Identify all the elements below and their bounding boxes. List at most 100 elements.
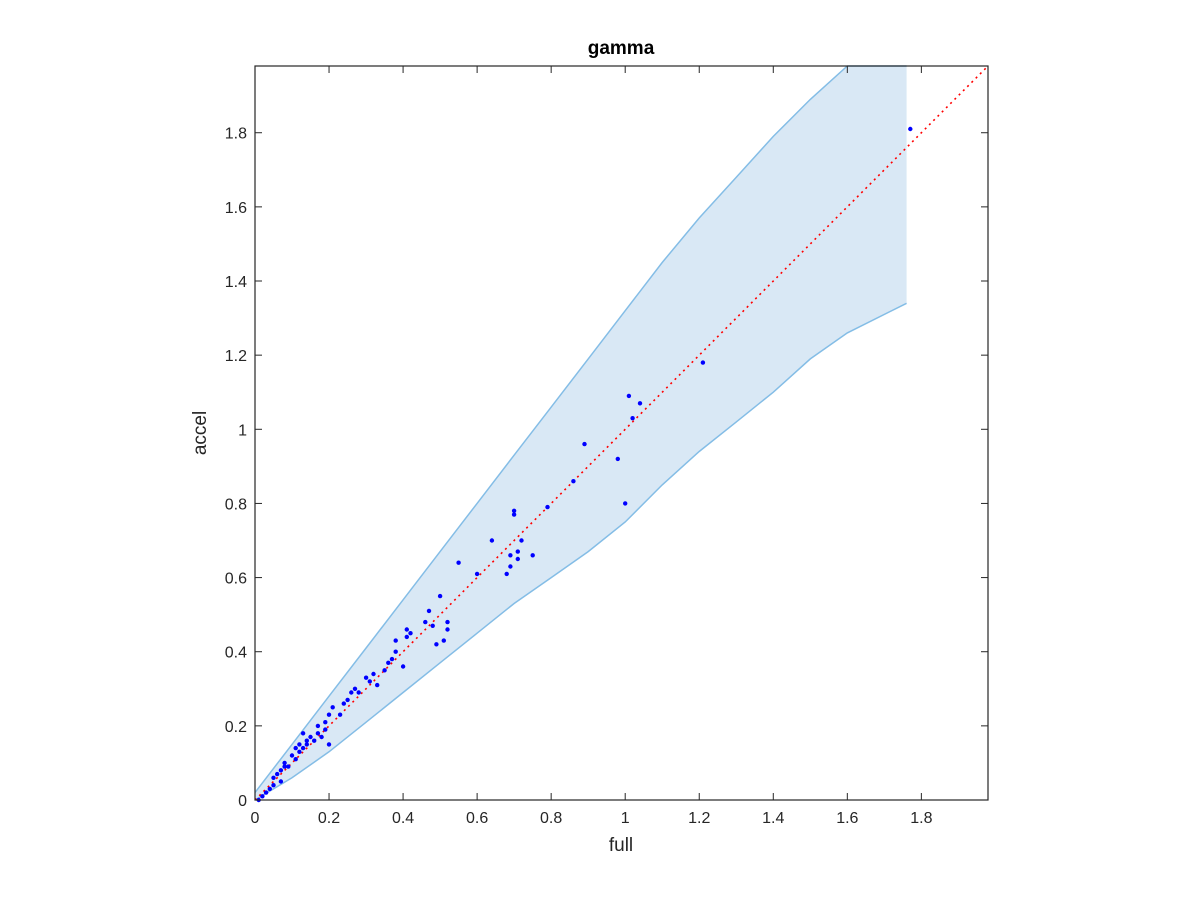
data-point xyxy=(289,753,295,758)
data-point xyxy=(515,549,520,554)
data-point xyxy=(626,393,632,399)
data-point xyxy=(260,794,265,799)
uncertainty-band-layer xyxy=(254,65,907,801)
data-point xyxy=(297,742,302,747)
data-point xyxy=(326,712,332,717)
data-point xyxy=(300,731,306,736)
data-point xyxy=(293,745,298,751)
data-point xyxy=(389,656,395,662)
data-point xyxy=(423,619,428,625)
data-point xyxy=(441,638,446,643)
data-point xyxy=(571,479,576,484)
y-tick-label: 1.6 xyxy=(225,200,247,217)
x-tick-label: 0 xyxy=(251,810,260,827)
data-point xyxy=(582,441,587,447)
y-axis-label: accel xyxy=(190,411,211,455)
data-point xyxy=(430,623,435,628)
data-point xyxy=(489,538,495,543)
data-point xyxy=(315,723,321,729)
data-point xyxy=(434,642,439,647)
data-point xyxy=(515,556,520,562)
data-point xyxy=(545,504,550,510)
x-tick-labels: 0 0.2 0.4 0.6 0.8 1 1.2 1.4 1.6 1.8 xyxy=(251,810,933,827)
y-tick-labels: 0 0.2 0.4 0.6 0.8 1 1.2 1.4 1.6 1.8 xyxy=(225,126,247,810)
data-point xyxy=(504,571,509,577)
plot-area xyxy=(254,65,989,803)
x-tick-label: 1.4 xyxy=(762,810,784,827)
data-point xyxy=(393,638,398,643)
data-point xyxy=(386,660,391,665)
data-point xyxy=(367,679,372,684)
data-point xyxy=(271,775,276,780)
data-point xyxy=(615,456,620,462)
data-point xyxy=(267,786,272,792)
data-point xyxy=(323,720,328,725)
data-point xyxy=(508,564,513,569)
data-point xyxy=(345,697,350,703)
x-tick-label: 1.8 xyxy=(910,810,932,827)
data-point xyxy=(519,538,524,543)
data-point xyxy=(349,690,354,695)
data-point xyxy=(326,742,332,747)
data-point xyxy=(293,757,298,762)
x-tick-label: 1.2 xyxy=(688,810,710,827)
data-point xyxy=(304,742,309,747)
data-point xyxy=(352,686,358,691)
data-point xyxy=(700,360,706,365)
x-tick-label: 1.6 xyxy=(836,810,858,827)
y-tick-label: 1.8 xyxy=(225,126,247,143)
data-point xyxy=(382,668,387,673)
y-tick-label: 0.8 xyxy=(225,496,247,513)
x-axis-label: full xyxy=(609,835,633,856)
data-point xyxy=(278,768,284,773)
data-point xyxy=(508,553,513,558)
y-tick-label: 1.4 xyxy=(225,274,247,291)
data-point xyxy=(297,749,302,754)
data-point xyxy=(474,571,480,577)
data-point xyxy=(263,790,269,795)
band-lower-edge xyxy=(254,302,907,801)
data-point xyxy=(271,783,276,788)
data-point xyxy=(408,631,413,636)
reference-line-layer xyxy=(254,65,989,801)
data-point xyxy=(908,126,913,132)
tick-marks xyxy=(254,66,988,801)
data-point xyxy=(371,671,376,677)
data-point xyxy=(393,649,398,654)
data-point xyxy=(404,634,409,640)
data-point xyxy=(282,760,287,766)
x-tick-label: 0.6 xyxy=(466,810,488,827)
x-tick-label: 0.8 xyxy=(540,810,562,827)
axes-box xyxy=(254,65,989,801)
x-tick-label: 1 xyxy=(621,810,630,827)
data-point xyxy=(304,738,309,743)
band-upper-edge xyxy=(254,65,907,794)
data-point xyxy=(323,727,328,732)
data-point xyxy=(404,627,409,632)
data-point xyxy=(337,712,343,717)
data-point xyxy=(445,627,450,632)
data-point xyxy=(456,560,461,565)
data-point xyxy=(282,764,287,769)
data-point xyxy=(530,553,535,558)
data-point xyxy=(445,619,450,625)
data-point xyxy=(315,731,321,736)
data-point xyxy=(437,593,443,599)
data-point xyxy=(363,675,369,680)
y-tick-label: 0 xyxy=(238,793,247,810)
data-point xyxy=(312,738,317,743)
data-point xyxy=(308,734,313,740)
data-point xyxy=(319,734,324,740)
y-tick-label: 1 xyxy=(238,422,247,439)
data-point xyxy=(426,608,432,614)
data-point xyxy=(300,745,306,751)
data-point xyxy=(637,401,643,406)
data-point xyxy=(356,690,361,695)
y-tick-label: 1.2 xyxy=(225,348,247,365)
reference-line xyxy=(254,65,989,801)
data-point xyxy=(511,508,517,513)
y-tick-label: 0.4 xyxy=(225,645,247,662)
data-point xyxy=(278,779,284,784)
